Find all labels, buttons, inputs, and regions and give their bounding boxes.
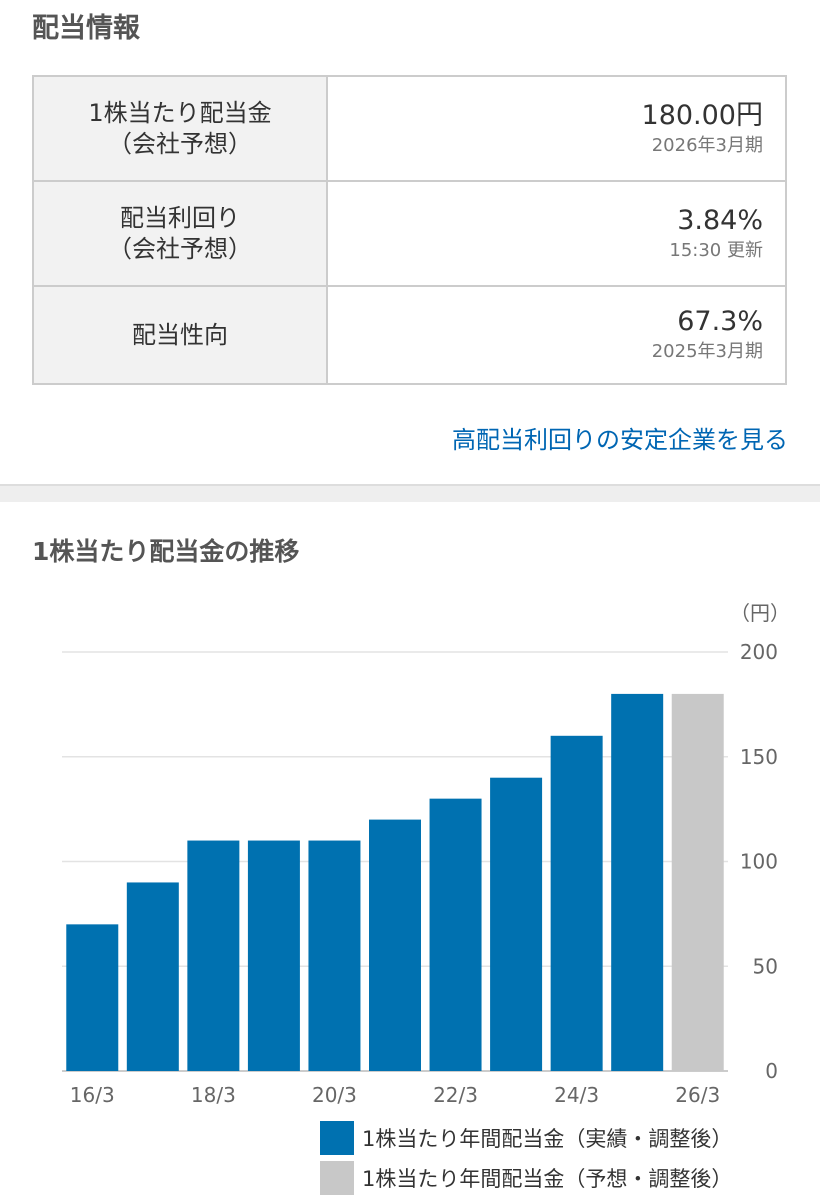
chart-title: 1株当たり配当金の推移 bbox=[32, 537, 300, 566]
legend-swatch-actual bbox=[320, 1121, 354, 1155]
x-tick-label: 26/3 bbox=[675, 1083, 720, 1107]
chart-legend: 1株当たり年間配当金（実績・調整後） 1株当たり年間配当金（予想・調整後） bbox=[320, 1120, 732, 1200]
bar-actual bbox=[187, 840, 240, 1071]
section-title: 配当情報 bbox=[32, 13, 140, 44]
bar-actual bbox=[429, 798, 482, 1071]
table-row: 1株当たり配当金 （会社予想） 180.00円 2026年3月期 bbox=[32, 75, 787, 182]
y-tick-label: 0 bbox=[765, 1059, 778, 1083]
row-label-line2: （会社予想） bbox=[108, 129, 252, 158]
row-value-cell: 180.00円 2026年3月期 bbox=[326, 75, 787, 182]
dividend-info-table: 1株当たり配当金 （会社予想） 180.00円 2026年3月期 配当利回り （… bbox=[32, 75, 787, 385]
dividend-per-share-value: 180.00円 bbox=[641, 99, 763, 131]
row-label-line1: 1株当たり配当金 bbox=[88, 98, 272, 127]
x-tick-label: 22/3 bbox=[433, 1083, 478, 1107]
x-tick-label: 18/3 bbox=[191, 1083, 236, 1107]
x-tick-label: 16/3 bbox=[70, 1083, 115, 1107]
high-yield-companies-link[interactable]: 高配当利回りの安定企業を見る bbox=[452, 426, 788, 454]
row-label: 配当利回り （会社予想） bbox=[32, 180, 328, 287]
payout-ratio-period: 2025年3月期 bbox=[651, 341, 763, 362]
row-label: 1株当たり配当金 （会社予想） bbox=[32, 75, 328, 182]
dividend-per-share-period: 2026年3月期 bbox=[651, 134, 763, 156]
row-value-cell: 67.3% 2025年3月期 bbox=[326, 285, 787, 385]
section-divider bbox=[0, 484, 820, 502]
y-tick-label: 50 bbox=[753, 954, 778, 978]
legend-label-actual: 1株当たり年間配当金（実績・調整後） bbox=[362, 1127, 733, 1151]
x-tick-label: 24/3 bbox=[554, 1083, 599, 1107]
dividend-yield-value: 3.84% bbox=[677, 204, 763, 236]
bar-actual bbox=[611, 693, 664, 1071]
row-label-line1: 配当利回り bbox=[120, 203, 240, 232]
row-value-cell: 3.84% 15:30 更新 bbox=[326, 180, 787, 287]
row-label-line1: 配当性向 bbox=[132, 320, 228, 349]
row-label: 配当性向 bbox=[32, 285, 328, 385]
bar-actual bbox=[66, 924, 119, 1071]
dividend-chart: 0 50 100 150 200 （円） 16/3 18/3 20/3 22/3 24/3 26/3 bbox=[62, 601, 790, 1107]
bar-actual bbox=[490, 777, 543, 1071]
y-unit-label: （円） bbox=[730, 601, 790, 625]
payout-ratio-value: 67.3% bbox=[677, 306, 763, 337]
x-tick-label: 20/3 bbox=[312, 1083, 357, 1107]
bar-actual bbox=[247, 840, 300, 1071]
y-tick-label: 100 bbox=[740, 850, 778, 874]
bar-forecast bbox=[671, 693, 724, 1071]
bar-actual bbox=[308, 840, 361, 1071]
legend-item-forecast: 1株当たり年間配当金（予想・調整後） bbox=[320, 1160, 732, 1196]
bar-actual bbox=[369, 819, 421, 1071]
bar-actual bbox=[550, 735, 603, 1071]
legend-label-forecast: 1株当たり年間配当金（予想・調整後） bbox=[362, 1167, 733, 1191]
dividend-yield-updated: 15:30 更新 bbox=[669, 239, 763, 261]
legend-swatch-forecast bbox=[320, 1161, 354, 1195]
y-tick-label: 200 bbox=[740, 640, 778, 664]
bar-actual bbox=[126, 882, 179, 1071]
table-row: 配当性向 67.3% 2025年3月期 bbox=[32, 285, 787, 385]
row-label-line2: （会社予想） bbox=[108, 234, 252, 263]
y-tick-label: 150 bbox=[740, 745, 778, 769]
table-row: 配当利回り （会社予想） 3.84% 15:30 更新 bbox=[32, 180, 787, 287]
legend-item-actual: 1株当たり年間配当金（実績・調整後） bbox=[320, 1120, 732, 1156]
